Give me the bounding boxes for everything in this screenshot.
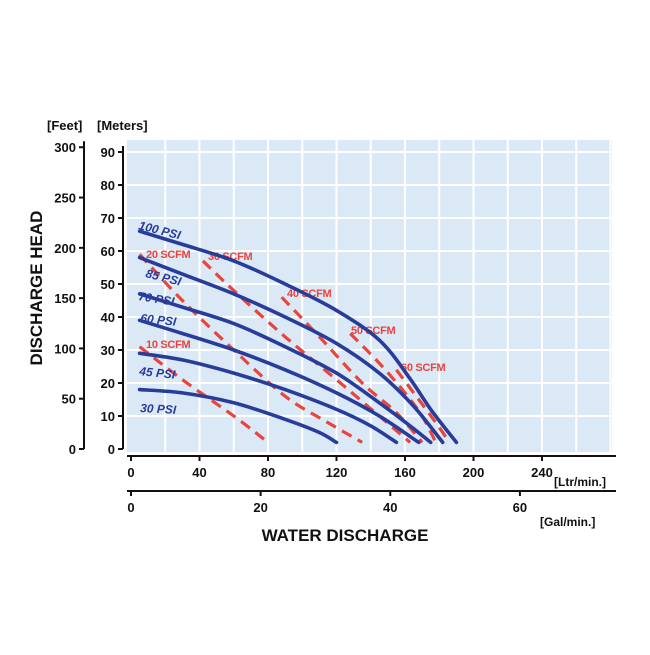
y-unit-feet-label: [Feet]: [47, 118, 82, 133]
gridlines: [127, 140, 612, 452]
y-feet-tick-label: 50: [62, 392, 76, 407]
x-secondary-tick-label: 0: [127, 500, 134, 515]
x-axis-title: WATER DISCHARGE: [262, 526, 429, 545]
psi-curve-100-psi: [137, 229, 459, 445]
x-secondary-unit-label: [Gal/min.]: [540, 515, 595, 529]
y-meters-tick-label: 40: [101, 310, 115, 325]
x-primary-tick-label: 40: [192, 465, 206, 480]
x-primary-tick-label: 160: [394, 465, 416, 480]
y-meters-tick-label: 60: [101, 244, 115, 259]
y-meters-tick-label: 90: [101, 145, 115, 160]
psi-label: 30 PSI: [140, 401, 177, 417]
labels: [Feet] [Meters] DISCHARGE HEAD WATER DIS…: [27, 118, 606, 545]
scfm-curve-20-scfm: [138, 253, 364, 444]
scfm-curve-50-scfm: [349, 332, 438, 444]
x-primary-tick-label: 200: [463, 465, 485, 480]
y-meters-tick-label: 30: [101, 343, 115, 358]
psi-label: 70 PSI: [138, 289, 176, 309]
y-feet-tick-label: 150: [54, 291, 76, 306]
x-primary-tick-label: 120: [326, 465, 348, 480]
scfm-label: 20 SCFM: [146, 249, 190, 261]
x-primary-unit-label: [Ltr/min.]: [554, 475, 606, 489]
y-axis-title: DISCHARGE HEAD: [27, 211, 46, 366]
psi-curve-30-psi: [137, 387, 339, 445]
scfm-curve-10-scfm: [138, 345, 269, 444]
y-feet-tick-label: 300: [54, 140, 76, 155]
x-secondary-tick-label: 60: [513, 500, 527, 515]
x-primary-tick-label: 240: [531, 465, 553, 480]
scfm-curve-60-scfm: [395, 368, 451, 444]
y-feet-tick-label: 200: [54, 241, 76, 256]
y-meters-tick-label: 70: [101, 211, 115, 226]
y-feet-tick-label: 100: [54, 341, 76, 356]
psi-curve-45-psi: [137, 351, 399, 445]
y-feet-tick-label: 0: [69, 442, 76, 457]
psi-label: 45 PSI: [138, 364, 177, 382]
scfm-label: 60 SCFM: [401, 362, 445, 374]
scfm-curve-40-scfm: [280, 296, 424, 444]
x-secondary-tick-label: 40: [383, 500, 397, 515]
y-meters-tick-label: 80: [101, 178, 115, 193]
y-meters-tick-label: 0: [108, 442, 115, 457]
scfm-label: 10 SCFM: [146, 339, 190, 351]
psi-label: 60 PSI: [140, 311, 178, 329]
plot-background: [127, 140, 612, 452]
x-secondary-tick-label: 20: [253, 500, 267, 515]
y-meters-tick-label: 20: [101, 376, 115, 391]
y-meters-tick-label: 10: [101, 409, 115, 424]
psi-curve-85-psi: [137, 255, 445, 445]
y-unit-meters-label: [Meters]: [97, 118, 148, 133]
y-meters-tick-label: 50: [101, 277, 115, 292]
y-feet-tick-label: 250: [54, 191, 76, 206]
psi-curve-60-psi: [137, 318, 421, 445]
psi-curve-70-psi: [137, 292, 433, 445]
x-primary-tick-label: 80: [261, 465, 275, 480]
x-primary-tick-label: 0: [127, 465, 134, 480]
